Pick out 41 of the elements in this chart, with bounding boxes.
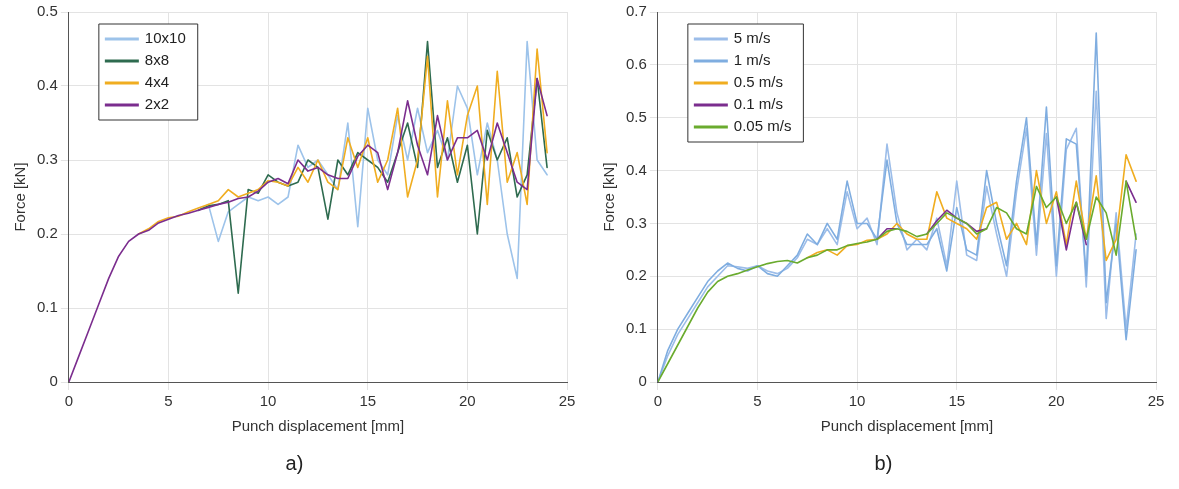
x-tick-label: 10: [848, 392, 866, 410]
legend-label: 2x2: [144, 95, 170, 113]
x-tick-label: 15: [948, 392, 966, 410]
y-tick-label: 0.6: [625, 55, 647, 72]
x-tick-label: 10: [259, 392, 277, 410]
y-tick-label: 0: [49, 372, 58, 390]
legend-label: 8x8: [144, 51, 170, 69]
y-tick-label: 0: [638, 372, 647, 390]
legend-label: 4x4: [144, 73, 170, 91]
y-tick-label: 0.4: [36, 76, 58, 94]
y-tick-label: 0.5: [625, 107, 647, 125]
x-tick-label: 0: [64, 392, 74, 410]
y-axis-title: Force [kN]: [11, 162, 29, 232]
y-tick-label: 0.4: [625, 160, 647, 178]
x-tick-label: 25: [1147, 392, 1165, 410]
legend-label: 0.1 m/s: [733, 95, 784, 113]
y-tick-label: 0.1: [625, 319, 647, 337]
y-tick-label: 0.2: [625, 266, 647, 284]
x-tick-label: 25: [558, 392, 576, 410]
x-tick-label: 15: [359, 392, 377, 410]
legend-label: 1 m/s: [733, 51, 771, 69]
y-tick-label: 0.1: [36, 298, 58, 316]
x-axis-title: Punch displacement [mm]: [820, 417, 994, 435]
y-tick-label: 0.7: [625, 2, 647, 20]
x-tick-label: 20: [1048, 392, 1065, 410]
legend-label: 5 m/s: [733, 29, 771, 47]
y-axis-title: Force [kN]: [600, 162, 618, 232]
y-tick-label: 0.3: [36, 150, 58, 168]
legend-label: 0.5 m/s: [733, 73, 784, 91]
text: b): [873, 452, 894, 475]
x-axis-title: Punch displacement [mm]: [231, 417, 405, 435]
legend-label: 10x10: [144, 29, 186, 47]
x-tick-label: 0: [653, 392, 663, 410]
y-tick-label: 0.3: [625, 213, 647, 231]
legend-label: 0.05 m/s: [733, 117, 792, 135]
text: a): [284, 452, 305, 475]
x-tick-label: 5: [753, 392, 762, 410]
x-tick-label: 5: [164, 392, 173, 410]
x-tick-label: 20: [459, 392, 476, 410]
y-tick-label: 0.2: [36, 224, 58, 242]
y-tick-label: 0.5: [36, 2, 58, 20]
